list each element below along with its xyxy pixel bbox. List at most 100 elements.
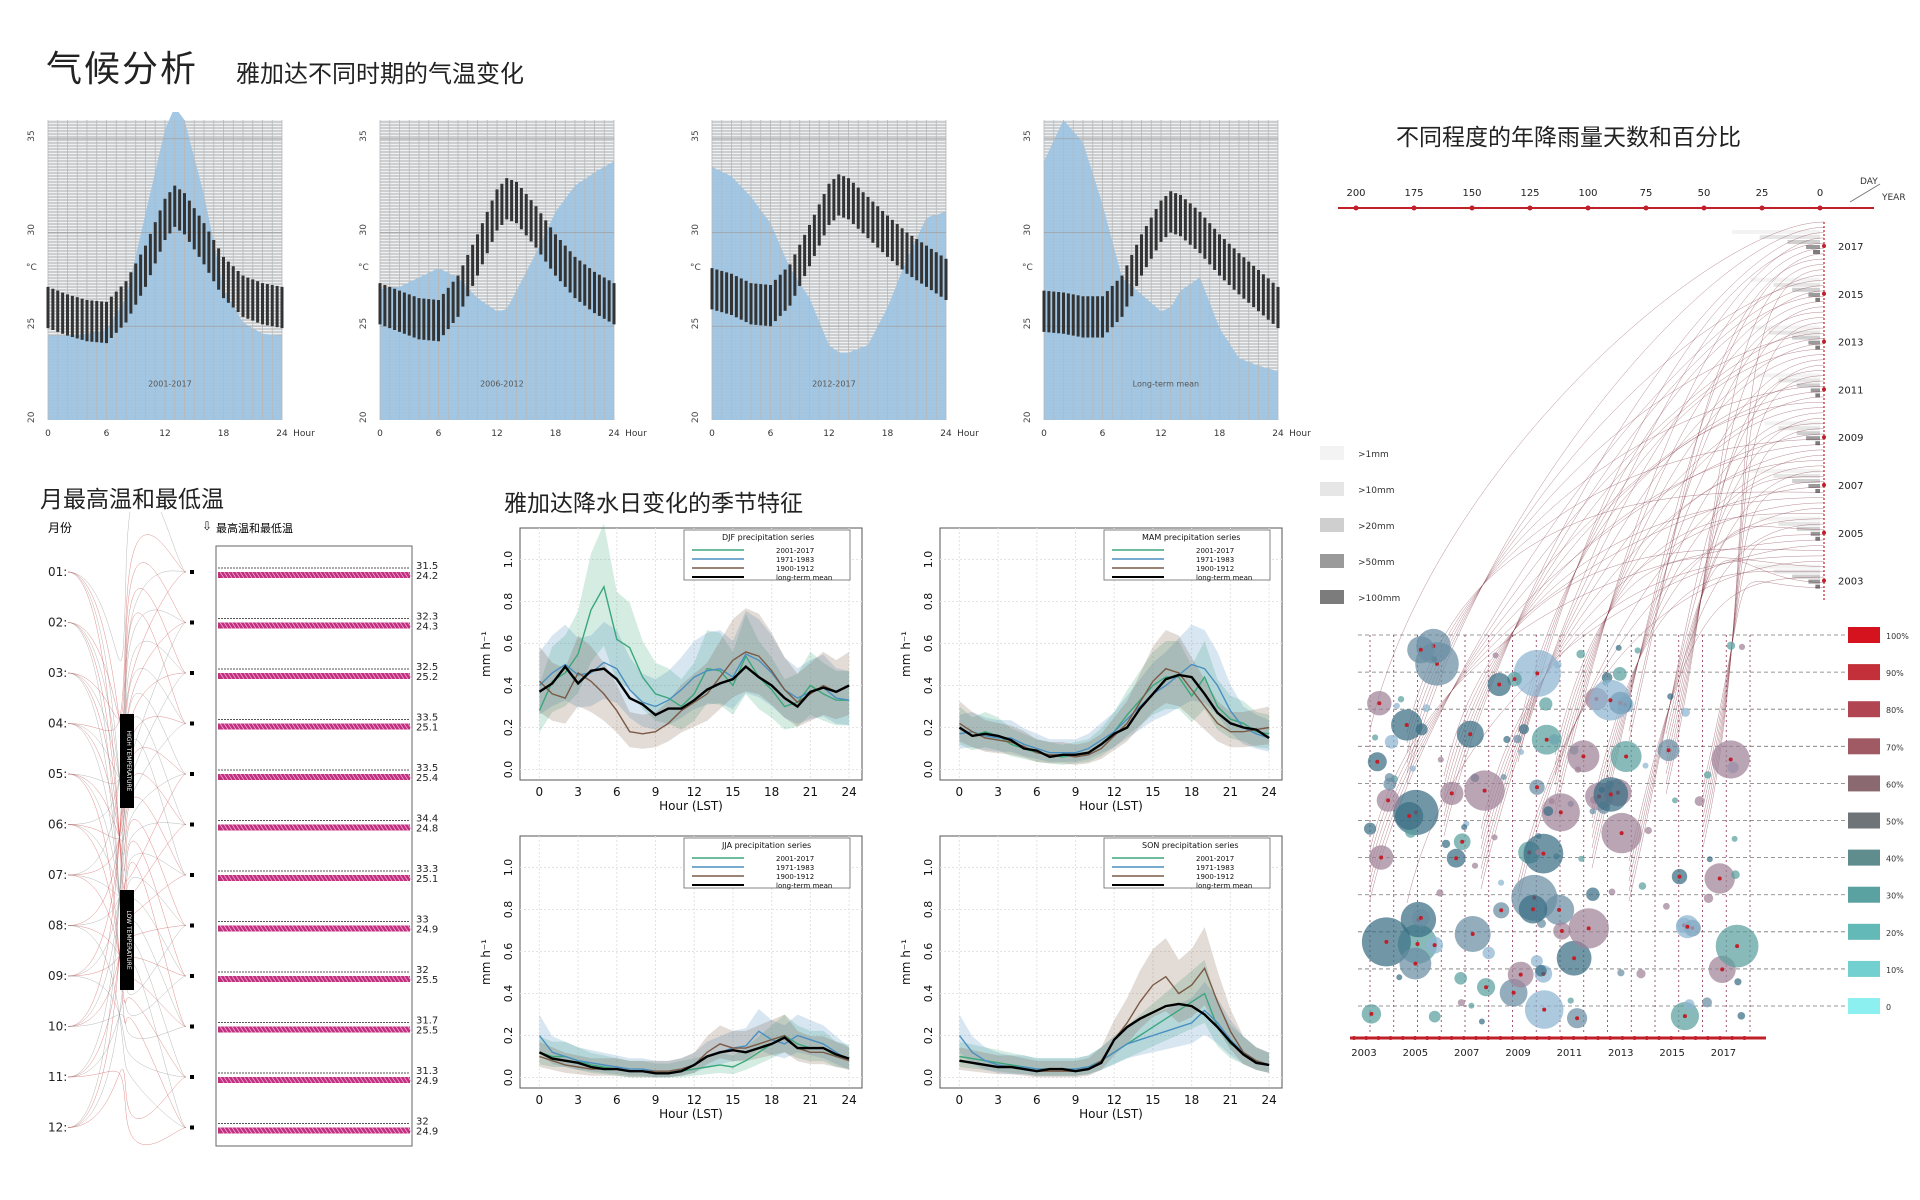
bar-stripe <box>363 874 369 882</box>
series-line <box>959 1002 1270 1073</box>
low-temp-box <box>120 890 134 990</box>
rain-bar <box>1750 469 1820 473</box>
link-curve <box>1369 380 1825 881</box>
legend-label: long-term mean <box>1196 574 1252 582</box>
confidence-band <box>539 610 850 730</box>
x-tick-label: 15 <box>1145 785 1160 799</box>
bar-stripe <box>387 571 393 579</box>
bar-stripe <box>331 925 337 932</box>
bar-stripe <box>383 975 389 983</box>
bar-stripe <box>375 773 381 781</box>
rain-bar <box>1815 489 1820 493</box>
x-tick-label: 18 <box>882 429 894 439</box>
bar-stripe <box>223 925 229 932</box>
percent-swatch <box>1848 812 1880 829</box>
bar-stripe <box>391 773 397 781</box>
bar-stripe <box>219 975 225 983</box>
y-tick-label: 25 <box>1023 318 1033 329</box>
bar-stripe <box>391 874 397 882</box>
bar-stripe <box>355 1127 361 1134</box>
bar-stripe <box>299 773 305 781</box>
bar-stripe <box>315 925 321 932</box>
bar-stripe <box>235 824 241 831</box>
bar-stripe <box>407 571 413 579</box>
rain-bubble <box>1702 997 1712 1008</box>
bar-stripe <box>343 622 349 629</box>
rain-bar <box>1759 235 1820 239</box>
bar-stripe <box>251 1127 257 1134</box>
bar-stripe <box>223 824 229 831</box>
bar-stripe <box>367 975 373 983</box>
rain-bubble <box>1576 649 1585 659</box>
bar-stripe <box>403 824 409 831</box>
legend-label: 2001-2017 <box>1196 547 1234 555</box>
bar-stripe <box>343 1076 349 1084</box>
rain-bar <box>1792 574 1820 579</box>
bar-stripe <box>283 1127 289 1134</box>
y-tick-label: 0.2 <box>502 719 515 737</box>
bar-stripe <box>327 874 333 882</box>
bar-stripe <box>359 773 365 781</box>
link-curve <box>1554 301 1825 806</box>
bar-stripe <box>367 571 373 579</box>
x-tick-label: 6 <box>104 429 110 439</box>
legend-label: long-term mean <box>776 574 832 582</box>
bar-stripe <box>335 975 341 983</box>
bottom-axis-dot <box>1596 1036 1600 1040</box>
bar-stripe <box>391 672 397 680</box>
bar-stripe <box>295 975 301 983</box>
x-tick-label: 24 <box>276 429 288 439</box>
bar-stripe <box>351 723 357 730</box>
rain-bubble <box>1384 773 1394 783</box>
bar-stripe <box>311 824 317 831</box>
bar-stripe <box>223 1026 229 1033</box>
bar-stripe <box>351 773 357 781</box>
bar-stripe <box>391 723 397 730</box>
bar-stripe <box>395 622 401 629</box>
y-unit-label: °C <box>690 263 701 273</box>
rain-bubble <box>1471 862 1479 869</box>
bar-stripe <box>319 723 325 730</box>
legend-label: >100mm <box>1358 594 1400 604</box>
bar-stripe <box>311 672 317 680</box>
bar-stripe <box>275 723 281 730</box>
percent-label: 70% <box>1886 743 1904 752</box>
bar-stripe <box>247 622 253 629</box>
period-label: 2012-2017 <box>812 379 856 388</box>
bar-stripe <box>259 1127 265 1134</box>
link-curve <box>1591 465 1825 829</box>
bottom-axis-dot <box>1705 1036 1710 1040</box>
bar-stripe <box>343 874 349 882</box>
bar-stripe <box>343 672 349 680</box>
bar-stripe <box>235 723 241 730</box>
percent-swatch <box>1848 738 1880 755</box>
rain-bubble <box>1518 749 1525 755</box>
high-value: 34.4 <box>416 814 438 825</box>
day-tick-label: 150 <box>1462 188 1481 199</box>
bar-stripe <box>395 1026 401 1033</box>
rain-bar <box>1806 436 1820 441</box>
bar-stripe <box>387 1127 393 1134</box>
day-tick-marker <box>1817 205 1823 211</box>
rain-bar <box>1768 330 1820 335</box>
bar-stripe <box>399 622 405 629</box>
bar-stripe <box>235 672 241 680</box>
y-tick-label: 0.2 <box>502 1027 515 1045</box>
bar-stripe <box>279 1127 285 1134</box>
bar-stripe <box>219 1026 225 1033</box>
x-tick-label: 24 <box>1261 1093 1276 1107</box>
percent-swatch <box>1848 998 1880 1015</box>
bubble-center <box>1454 856 1459 861</box>
bubble-center <box>1470 932 1475 936</box>
rain-bubble <box>1617 969 1625 977</box>
bar-stripe <box>399 773 405 781</box>
bar-stripe <box>355 874 361 882</box>
x-tick-label: 21 <box>1223 1093 1238 1107</box>
bar-stripe <box>395 1076 401 1084</box>
confidence-band <box>539 608 850 749</box>
bar-stripe <box>299 1026 305 1033</box>
rain-bar <box>1778 521 1820 526</box>
bar-stripe <box>319 1127 325 1134</box>
bar-stripe <box>335 925 341 932</box>
bar-stripe <box>395 975 401 983</box>
